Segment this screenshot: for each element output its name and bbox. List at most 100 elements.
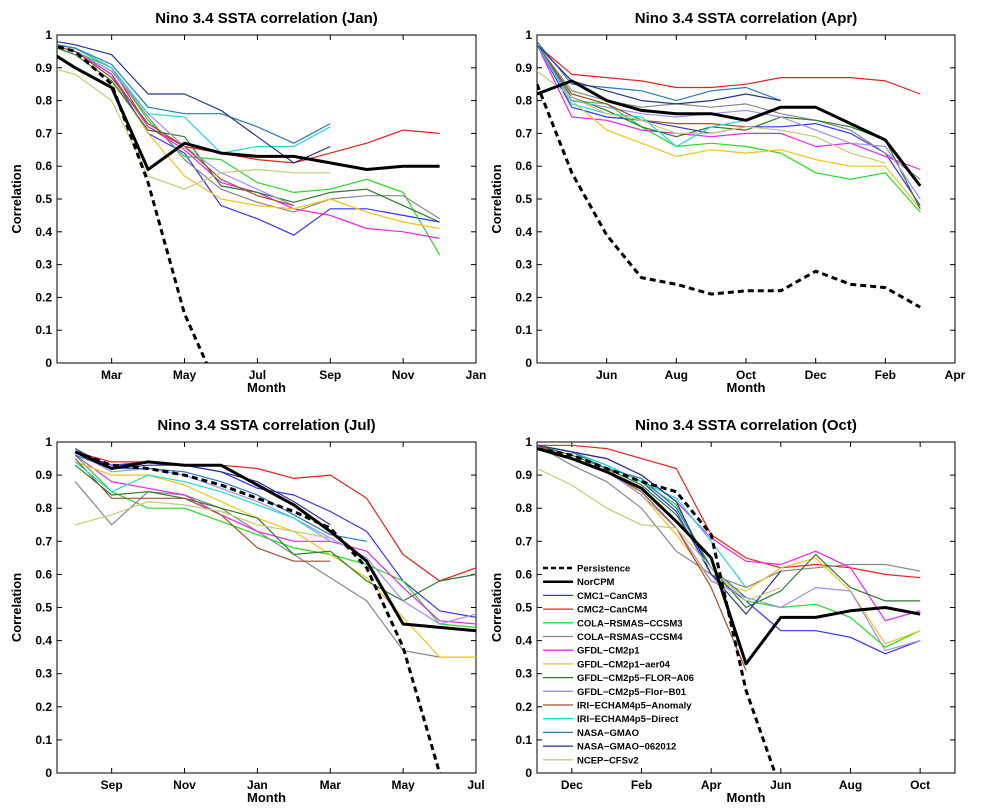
- series-line-gfdl-cm2p5-flor-a06: [74, 464, 476, 602]
- y-tick-label: 0.2: [35, 290, 52, 304]
- y-tick-label: 0.2: [515, 700, 532, 714]
- series-line-persistence: [74, 450, 442, 773]
- y-tick-label: 0.3: [35, 667, 52, 681]
- y-tick-label: 1: [525, 435, 532, 449]
- y-tick-label: 0.2: [35, 700, 52, 714]
- y-tick-label: 0.1: [35, 733, 52, 747]
- y-tick-label: 1: [525, 28, 532, 42]
- y-tick-label: 0.3: [515, 667, 532, 681]
- plot-area: [56, 34, 477, 364]
- series-line-gfdl-cm2p1-aer04: [57, 45, 440, 230]
- y-tick-label: 0.5: [515, 601, 532, 615]
- y-tick-label: 0.8: [35, 94, 52, 108]
- series-line-iri-echam4p5-direct: [74, 461, 331, 542]
- y-tick-label: 0.9: [35, 61, 52, 75]
- y-tick-label: 0: [525, 356, 532, 370]
- y-tick-label: 0: [45, 766, 52, 780]
- x-tick-label: Feb: [875, 368, 896, 382]
- x-tick-label: Apr: [945, 368, 966, 382]
- x-tick-label: Jun: [596, 368, 617, 382]
- series-line-cmc2-cancm4: [57, 44, 440, 164]
- y-tick-label: 0.1: [515, 323, 532, 337]
- y-tick-label: 0.4: [515, 634, 532, 648]
- y-tick-label: 0.4: [35, 634, 52, 648]
- y-tick-label: 0.8: [515, 501, 532, 515]
- y-tick-label: 0.6: [515, 567, 532, 581]
- x-axis-label: Month: [727, 790, 766, 805]
- y-tick-label: 0.4: [35, 225, 52, 239]
- y-tick-label: 0.9: [515, 468, 532, 482]
- y-tick-label: 0.7: [35, 534, 52, 548]
- series-group: [57, 40, 441, 363]
- chart-title: Nino 3.4 SSTA correlation (Jul): [157, 417, 375, 434]
- x-tick-label: Oct: [910, 778, 930, 792]
- series-line-iri-echam4p5-direct: [57, 44, 331, 154]
- legend-entry: COLA−RSMAS−CCSM4: [577, 632, 683, 643]
- y-tick-label: 0.7: [515, 534, 532, 548]
- series-line-gfdl-cm2p1-aer04: [537, 44, 921, 210]
- series-line-nasa-gmao: [74, 454, 367, 542]
- legend: Persistence NorCPM CMC1−CanCM3 CMC2−CanCM4 C…: [543, 564, 694, 766]
- y-tick-label: 0.3: [35, 258, 52, 272]
- series-line-persistence: [537, 83, 921, 309]
- legend-entry: GFDL−CM2p5−Flor−B01: [577, 687, 687, 698]
- series-line-gfdl-cm2p5-flor-b01: [537, 44, 921, 200]
- y-axis-label: Correlation: [9, 573, 24, 642]
- series-line-nasa-gmao: [537, 444, 747, 599]
- x-tick-label: Sep: [101, 778, 123, 792]
- y-tick-label: 0.1: [35, 323, 52, 337]
- y-tick-label: 0.8: [35, 501, 52, 515]
- y-tick-label: 0.9: [35, 468, 52, 482]
- y-tick-label: 0.5: [35, 192, 52, 206]
- y-tick-label: 0.4: [515, 225, 532, 239]
- series-line-cola-rsmas-ccsm3: [537, 44, 921, 213]
- y-axis-label: Correlation: [489, 573, 504, 642]
- series-line-norcpm: [537, 447, 921, 666]
- series-line-iri-echam4p5-anomaly: [74, 458, 331, 562]
- series-line-ncep-cfsv2: [75, 501, 331, 539]
- y-axis-label: Correlation: [489, 164, 504, 233]
- series-line-persistence: [537, 447, 777, 773]
- legend-entry: IRI−ECHAM4p5−Anomaly: [577, 701, 692, 712]
- y-axis-label: Correlation: [9, 164, 24, 233]
- y-tick-label: 0.5: [35, 601, 52, 615]
- y-tick-label: 0.1: [515, 733, 532, 747]
- y-tick-label: 0.2: [515, 290, 532, 304]
- legend-entry: GFDL−CM2p1: [577, 646, 640, 657]
- y-tick-label: 0.3: [515, 258, 532, 272]
- series-line-norcpm: [57, 54, 440, 171]
- legend-entry: NCEP−CFSv2: [577, 755, 639, 766]
- y-tick-label: 0.7: [35, 126, 52, 140]
- legend-entry: COLA−RSMAS−CCSM3: [577, 618, 683, 629]
- series-line-cmc2-cancm4: [75, 451, 476, 582]
- x-axis-label: Month: [247, 380, 286, 395]
- chart-panel-0: Nino 3.4 SSTA correlation (Jan) 0 0.1 0.2 0.…: [9, 10, 486, 395]
- legend-entry: NorCPM: [577, 577, 615, 588]
- x-axis-label: Month: [727, 380, 766, 395]
- x-tick-label: Dec: [805, 368, 827, 382]
- x-tick-label: Mar: [320, 778, 342, 792]
- x-tick-label: May: [173, 368, 197, 382]
- x-tick-label: Apr: [701, 778, 722, 792]
- series-line-cola-rsmas-ccsm4: [537, 444, 921, 589]
- y-tick-label: 0.6: [35, 567, 52, 581]
- series-line-nasa-gmao: [57, 44, 331, 144]
- x-tick-label: Oct: [736, 368, 756, 382]
- y-tick-label: 0: [525, 766, 532, 780]
- x-tick-label: Mar: [101, 368, 123, 382]
- chart-title: Nino 3.4 SSTA correlation (Oct): [635, 417, 857, 434]
- series-line-gfdl-cm2p5-flor-a06: [57, 47, 440, 223]
- y-tick-label: 0.9: [515, 61, 532, 75]
- x-tick-label: Aug: [839, 778, 862, 792]
- legend-entry: Persistence: [577, 564, 630, 575]
- x-tick-label: Sep: [319, 368, 341, 382]
- y-tick-label: 0.7: [515, 126, 532, 140]
- chart-title: Nino 3.4 SSTA correlation (Jan): [155, 10, 378, 27]
- y-tick-label: 0.6: [35, 159, 52, 173]
- y-tick-label: 0.8: [515, 94, 532, 108]
- series-line-ncep-cfsv2: [537, 70, 886, 164]
- legend-entry: NASA−GMAO: [577, 728, 639, 739]
- series-line-cmc1-cancm3: [74, 451, 476, 618]
- series-line-norcpm: [537, 79, 922, 187]
